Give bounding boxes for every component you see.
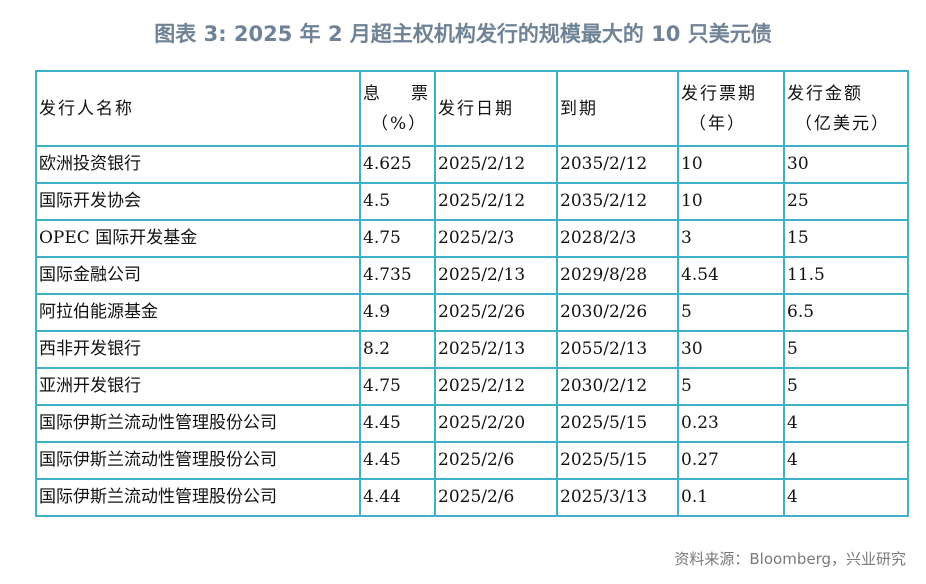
cell-issuer: 欧洲投资银行 bbox=[35, 145, 361, 184]
cell-amount: 4 bbox=[783, 478, 909, 517]
table-row: 国际伊斯兰流动性管理股份公司 4.45 2025/2/6 2025/5/15 0… bbox=[35, 441, 909, 480]
header-issuer-label: 发行人名称 bbox=[39, 98, 134, 119]
cell-coupon: 4.44 bbox=[359, 478, 436, 517]
table-row: 国际开发协会 4.5 2025/2/12 2035/2/12 10 25 bbox=[35, 182, 909, 221]
header-coupon-char-1: 息 bbox=[363, 83, 382, 104]
header-amount-label: 发行金额 bbox=[787, 83, 863, 104]
header-issue-date-label: 发行日期 bbox=[438, 98, 514, 119]
table-row: 阿拉伯能源基金 4.9 2025/2/26 2030/2/26 5 6.5 bbox=[35, 293, 909, 332]
cell-maturity: 2025/5/15 bbox=[556, 404, 679, 443]
cell-issue-date: 2025/2/12 bbox=[434, 182, 558, 221]
cell-amount: 30 bbox=[783, 145, 909, 184]
cell-amount: 5 bbox=[783, 330, 909, 369]
bond-table: 发行人名称 息 票 （%） 发行日期 到期 发行票期 （年） 发行金额 bbox=[35, 70, 909, 517]
cell-issue-date: 2025/2/12 bbox=[434, 145, 558, 184]
header-tenor: 发行票期 （年） bbox=[677, 70, 785, 147]
cell-issuer: 西非开发银行 bbox=[35, 330, 361, 369]
cell-amount: 25 bbox=[783, 182, 909, 221]
cell-issue-date: 2025/2/26 bbox=[434, 293, 558, 332]
cell-tenor: 10 bbox=[677, 182, 785, 221]
header-issue-date: 发行日期 bbox=[434, 70, 558, 147]
table-row: 亚洲开发银行 4.75 2025/2/12 2030/2/12 5 5 bbox=[35, 367, 909, 406]
cell-maturity: 2035/2/12 bbox=[556, 145, 679, 184]
cell-coupon: 4.5 bbox=[359, 182, 436, 221]
cell-issuer: 国际伊斯兰流动性管理股份公司 bbox=[35, 478, 361, 517]
cell-issue-date: 2025/2/6 bbox=[434, 478, 558, 517]
cell-maturity: 2055/2/13 bbox=[556, 330, 679, 369]
cell-tenor: 0.23 bbox=[677, 404, 785, 443]
header-coupon-label: 息 票 bbox=[363, 79, 433, 109]
cell-amount: 11.5 bbox=[783, 256, 909, 295]
cell-amount: 4 bbox=[783, 441, 909, 480]
cell-maturity: 2028/2/3 bbox=[556, 219, 679, 258]
table-row: OPEC 国际开发基金 4.75 2025/2/3 2028/2/3 3 15 bbox=[35, 219, 909, 258]
cell-amount: 4 bbox=[783, 404, 909, 443]
cell-coupon: 4.625 bbox=[359, 145, 436, 184]
table-row: 国际伊斯兰流动性管理股份公司 4.45 2025/2/20 2025/5/15 … bbox=[35, 404, 909, 443]
cell-maturity: 2025/3/13 bbox=[556, 478, 679, 517]
table-row: 欧洲投资银行 4.625 2025/2/12 2035/2/12 10 30 bbox=[35, 145, 909, 184]
table-row: 西非开发银行 8.2 2025/2/13 2055/2/13 30 5 bbox=[35, 330, 909, 369]
cell-tenor: 3 bbox=[677, 219, 785, 258]
cell-issue-date: 2025/2/12 bbox=[434, 367, 558, 406]
cell-maturity: 2030/2/12 bbox=[556, 367, 679, 406]
cell-tenor: 5 bbox=[677, 367, 785, 406]
cell-issue-date: 2025/2/3 bbox=[434, 219, 558, 258]
cell-tenor: 0.27 bbox=[677, 441, 785, 480]
cell-issue-date: 2025/2/13 bbox=[434, 330, 558, 369]
header-coupon-char-2: 票 bbox=[411, 83, 430, 104]
cell-tenor: 4.54 bbox=[677, 256, 785, 295]
cell-maturity: 2029/8/28 bbox=[556, 256, 679, 295]
cell-amount: 5 bbox=[783, 367, 909, 406]
cell-tenor: 30 bbox=[677, 330, 785, 369]
cell-issuer: 国际金融公司 bbox=[35, 256, 361, 295]
header-tenor-label: 发行票期 bbox=[681, 83, 757, 104]
cell-issuer: 国际伊斯兰流动性管理股份公司 bbox=[35, 404, 361, 443]
header-tenor-unit: （年） bbox=[689, 113, 746, 134]
cell-issuer: 国际伊斯兰流动性管理股份公司 bbox=[35, 441, 361, 480]
cell-issuer: OPEC 国际开发基金 bbox=[35, 219, 361, 258]
cell-issuer: 阿拉伯能源基金 bbox=[35, 293, 361, 332]
cell-issuer: 亚洲开发银行 bbox=[35, 367, 361, 406]
cell-amount: 15 bbox=[783, 219, 909, 258]
cell-maturity: 2030/2/26 bbox=[556, 293, 679, 332]
cell-coupon: 4.45 bbox=[359, 404, 436, 443]
header-coupon: 息 票 （%） bbox=[359, 70, 436, 147]
header-maturity-label: 到期 bbox=[560, 98, 598, 119]
cell-coupon: 4.45 bbox=[359, 441, 436, 480]
cell-issue-date: 2025/2/6 bbox=[434, 441, 558, 480]
cell-coupon: 4.735 bbox=[359, 256, 436, 295]
header-amount: 发行金额 （亿美元） bbox=[783, 70, 909, 147]
cell-issuer: 国际开发协会 bbox=[35, 182, 361, 221]
cell-tenor: 5 bbox=[677, 293, 785, 332]
table-row: 国际金融公司 4.735 2025/2/13 2029/8/28 4.54 11… bbox=[35, 256, 909, 295]
cell-coupon: 4.9 bbox=[359, 293, 436, 332]
cell-tenor: 0.1 bbox=[677, 478, 785, 517]
source-note: 资料来源：Bloomberg，兴业研究 bbox=[674, 550, 906, 568]
header-issuer: 发行人名称 bbox=[35, 70, 361, 147]
cell-coupon: 4.75 bbox=[359, 219, 436, 258]
table-header-row: 发行人名称 息 票 （%） 发行日期 到期 发行票期 （年） 发行金额 bbox=[35, 70, 909, 147]
table-row: 国际伊斯兰流动性管理股份公司 4.44 2025/2/6 2025/3/13 0… bbox=[35, 478, 909, 517]
cell-tenor: 10 bbox=[677, 145, 785, 184]
cell-coupon: 8.2 bbox=[359, 330, 436, 369]
header-coupon-unit: （%） bbox=[371, 113, 428, 134]
cell-maturity: 2025/5/15 bbox=[556, 441, 679, 480]
cell-coupon: 4.75 bbox=[359, 367, 436, 406]
header-amount-unit: （亿美元） bbox=[795, 113, 890, 134]
cell-issue-date: 2025/2/20 bbox=[434, 404, 558, 443]
figure-title: 图表 3: 2025 年 2 月超主权机构发行的规模最大的 10 只美元债 bbox=[154, 22, 772, 46]
cell-issue-date: 2025/2/13 bbox=[434, 256, 558, 295]
header-maturity: 到期 bbox=[556, 70, 679, 147]
cell-maturity: 2035/2/12 bbox=[556, 182, 679, 221]
cell-amount: 6.5 bbox=[783, 293, 909, 332]
